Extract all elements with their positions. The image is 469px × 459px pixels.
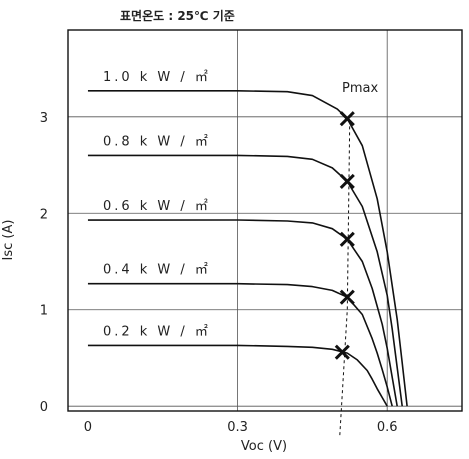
pmax-label: Pmax [342, 81, 378, 96]
iv-curve [87, 282, 393, 407]
curve-label: 0.2 k W / ㎡ [103, 324, 211, 339]
iv-curve [87, 89, 408, 407]
x-tick-label: 0.6 [377, 420, 398, 435]
y-tick-label: 0 [40, 400, 48, 415]
curve-label: 0.8 k W / ㎡ [103, 134, 211, 149]
pmax-locus-line [339, 116, 351, 436]
curve-label: 0.4 k W / ㎡ [103, 263, 211, 278]
x-axis-label: Voc (V) [241, 439, 287, 454]
plot-frame [67, 29, 463, 412]
pmax-marker [339, 289, 355, 305]
y-tick-label: 1 [40, 304, 48, 319]
x-tick-labels: 0 0.3 0.6 [84, 420, 398, 435]
grid-lines [68, 30, 462, 411]
iv-curve [87, 219, 398, 407]
chart-title: 표면온도 : 25℃ 기준 [120, 8, 235, 23]
pmax-marker [339, 231, 355, 247]
y-tick-label: 3 [40, 111, 48, 126]
curve-labels-group: 1.0 k W / ㎡ 0.8 k W / ㎡ 0.6 k W / ㎡ 0.4 k W… [103, 70, 211, 340]
iv-curve [87, 154, 403, 407]
iv-curve [87, 344, 388, 407]
pmax-marker [339, 173, 355, 189]
y-tick-labels: 0 1 2 3 [40, 111, 48, 415]
x-tick-label: 0 [84, 420, 92, 435]
x-tick-label: 0.3 [227, 420, 248, 435]
curve-label: 0.6 k W / ㎡ [103, 199, 211, 214]
curve-label: 1.0 k W / ㎡ [103, 70, 211, 85]
y-axis-label: Isc (A) [1, 220, 16, 261]
pmax-markers-group [334, 111, 355, 360]
y-tick-label: 2 [40, 207, 48, 222]
pmax-marker [339, 111, 355, 127]
pmax-marker [334, 344, 350, 360]
